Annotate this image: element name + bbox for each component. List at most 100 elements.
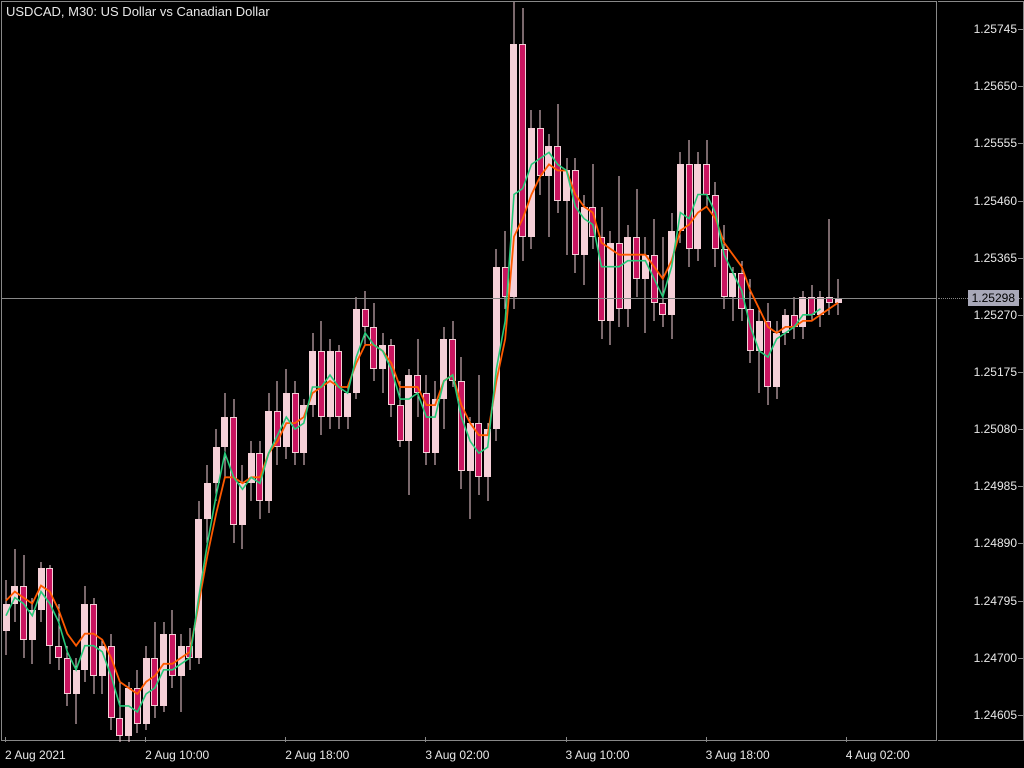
candle[interactable] (248, 441, 255, 501)
candle[interactable] (239, 465, 246, 549)
candle[interactable] (729, 267, 736, 321)
candle[interactable] (116, 682, 123, 742)
candle[interactable] (493, 249, 500, 442)
candle[interactable] (292, 381, 299, 465)
candle[interactable] (764, 303, 771, 405)
candle[interactable] (99, 640, 106, 694)
candle[interactable] (379, 333, 386, 393)
candle[interactable] (484, 423, 491, 501)
candle[interactable] (11, 549, 18, 621)
candle[interactable] (134, 670, 141, 733)
candle[interactable] (589, 164, 596, 248)
candle[interactable] (545, 134, 552, 236)
candle[interactable] (46, 565, 53, 664)
candle[interactable] (213, 429, 220, 501)
candle[interactable] (440, 327, 447, 429)
candle[interactable] (125, 682, 132, 742)
candle[interactable] (327, 339, 334, 429)
candle[interactable] (178, 634, 185, 712)
candle[interactable] (344, 387, 351, 429)
candle[interactable] (537, 110, 544, 194)
candle[interactable] (607, 231, 614, 345)
candle[interactable] (20, 555, 27, 657)
candle[interactable] (432, 381, 439, 465)
candle[interactable] (712, 182, 719, 266)
candle[interactable] (703, 140, 710, 206)
candle[interactable] (55, 604, 62, 670)
candle[interactable] (405, 369, 412, 495)
candle[interactable] (721, 225, 728, 309)
candle[interactable] (572, 158, 579, 272)
candle[interactable] (467, 417, 474, 519)
candle[interactable] (309, 333, 316, 417)
candle[interactable] (151, 622, 158, 718)
candle[interactable] (388, 339, 395, 417)
candle[interactable] (528, 110, 535, 248)
candle[interactable] (73, 658, 80, 724)
candle[interactable] (677, 152, 684, 242)
candle[interactable] (265, 393, 272, 513)
candle[interactable] (283, 369, 290, 459)
candle[interactable] (563, 158, 570, 254)
candle[interactable] (204, 465, 211, 543)
candle[interactable] (624, 225, 631, 327)
candle[interactable] (817, 291, 824, 327)
candle[interactable] (773, 321, 780, 399)
candle[interactable] (370, 303, 377, 381)
current-price-line (2, 298, 936, 299)
candle[interactable] (458, 357, 465, 489)
candle[interactable] (686, 140, 693, 266)
candle[interactable] (738, 261, 745, 321)
candle[interactable] (449, 321, 456, 387)
candle[interactable] (64, 646, 71, 706)
candle[interactable] (256, 441, 263, 519)
candle[interactable] (3, 580, 10, 655)
candle[interactable] (694, 152, 701, 260)
x-tick-label: 3 Aug 18:00 (706, 748, 770, 762)
candle[interactable] (554, 104, 561, 212)
chart-plot-area[interactable] (1, 1, 937, 741)
candle[interactable] (414, 339, 421, 417)
candle[interactable] (81, 586, 88, 682)
candle[interactable] (835, 279, 842, 315)
y-tick-label: 1.25650 (974, 79, 1017, 93)
candle[interactable] (659, 237, 666, 327)
candle[interactable] (510, 2, 517, 309)
candle[interactable] (598, 207, 605, 339)
candle[interactable] (186, 628, 193, 670)
candle[interactable] (633, 189, 640, 297)
candle[interactable] (651, 219, 658, 321)
y-tick-label: 1.24985 (974, 479, 1017, 493)
candle[interactable] (221, 393, 228, 477)
candle[interactable] (318, 321, 325, 435)
candle[interactable] (195, 501, 202, 663)
candle[interactable] (160, 622, 167, 712)
candle[interactable] (230, 399, 237, 543)
candle[interactable] (38, 562, 45, 622)
candle[interactable] (90, 598, 97, 694)
candle[interactable] (353, 297, 360, 399)
candle[interactable] (782, 309, 789, 345)
candle[interactable] (108, 634, 115, 730)
candle[interactable] (519, 8, 526, 261)
candle[interactable] (581, 195, 588, 285)
candle[interactable] (300, 399, 307, 465)
candle[interactable] (475, 375, 482, 495)
candle[interactable] (169, 610, 176, 688)
candle[interactable] (274, 381, 281, 465)
candle[interactable] (423, 375, 430, 465)
candle[interactable] (397, 381, 404, 447)
indicator-overlay (2, 2, 938, 742)
candle[interactable] (756, 309, 763, 393)
candle[interactable] (616, 176, 623, 326)
candle[interactable] (808, 285, 815, 321)
y-tick-label: 1.24700 (974, 651, 1017, 665)
candle[interactable] (335, 345, 342, 429)
candle[interactable] (642, 237, 649, 333)
candle[interactable] (143, 646, 150, 730)
candle[interactable] (826, 219, 833, 315)
candle[interactable] (668, 213, 675, 339)
candle[interactable] (791, 297, 798, 339)
candle[interactable] (747, 279, 754, 363)
candle[interactable] (29, 598, 36, 664)
